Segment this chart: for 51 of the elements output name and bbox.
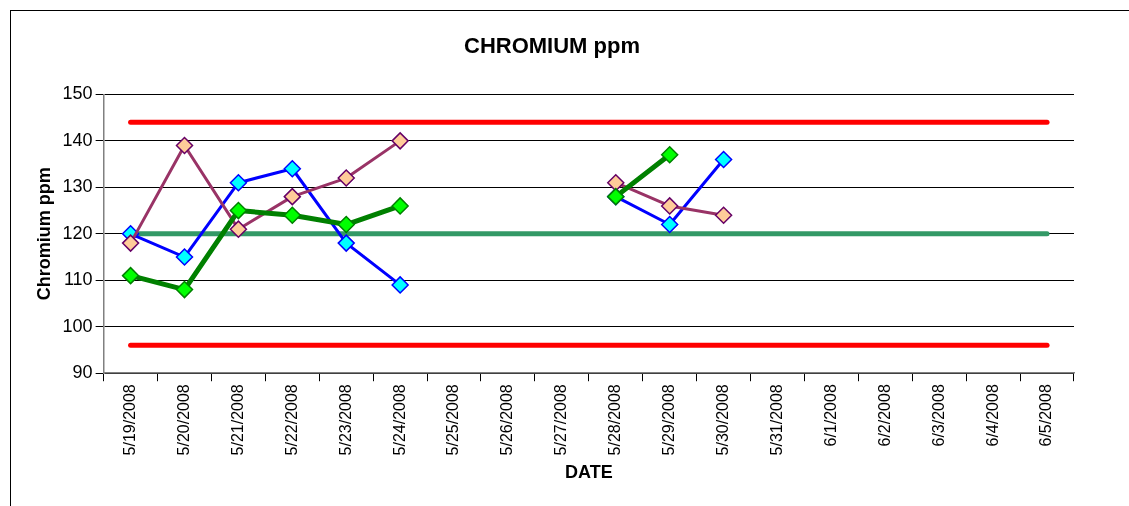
- point: [229, 173, 248, 192]
- x-tick-label: 5/31/2008: [767, 384, 785, 456]
- y-tick-label: 140: [62, 129, 93, 150]
- y-tick-label: 90: [72, 362, 93, 383]
- point: [607, 173, 625, 192]
- point: [337, 169, 355, 187]
- point: [660, 215, 679, 234]
- x-tick-label: 5/21/2008: [228, 384, 246, 456]
- x-tick-label: 6/4/2008: [983, 384, 1001, 447]
- x-tick-label: 5/27/2008: [552, 384, 570, 456]
- x-tick-label: 5/22/2008: [282, 384, 300, 456]
- point: [175, 136, 194, 155]
- point: [714, 150, 733, 169]
- point: [337, 215, 355, 234]
- point: [175, 280, 194, 299]
- x-tick-label: 5/25/2008: [444, 384, 462, 456]
- x-tick-label: 5/19/2008: [120, 384, 138, 456]
- point: [660, 146, 679, 164]
- point: [229, 220, 248, 238]
- point: [283, 187, 302, 206]
- point: [660, 197, 679, 215]
- y-tick-label: 110: [63, 269, 93, 290]
- x-tick-label: 5/28/2008: [606, 384, 624, 456]
- y-axis-title: Chromium ppm: [33, 167, 54, 301]
- point: [391, 132, 409, 150]
- x-tick-label: 6/3/2008: [929, 384, 947, 447]
- y-tick-label: 120: [62, 222, 93, 243]
- x-tick-label: 5/23/2008: [336, 384, 354, 456]
- x-tick-label: 6/2/2008: [875, 384, 893, 447]
- point: [229, 201, 248, 220]
- x-tick-label: 5/20/2008: [174, 384, 192, 456]
- point: [283, 206, 302, 224]
- x-axis-title: DATE: [564, 462, 613, 483]
- point: [283, 160, 302, 178]
- x-tick-label: 5/29/2008: [660, 384, 678, 456]
- y-tick-label: 150: [62, 83, 93, 104]
- x-tick-label: 6/1/2008: [821, 384, 839, 447]
- point: [121, 234, 140, 252]
- y-tick-label: 130: [62, 176, 93, 197]
- chart-title: CHROMIUM ppm: [464, 33, 640, 59]
- point: [121, 266, 140, 285]
- x-tick-label: 6/5/2008: [1037, 384, 1055, 447]
- point: [714, 206, 733, 224]
- x-tick-label: 5/30/2008: [714, 384, 731, 456]
- x-tick-label: 5/24/2008: [390, 384, 408, 456]
- y-tick-label: 100: [62, 315, 93, 336]
- point: [337, 234, 355, 252]
- point: [175, 248, 194, 266]
- x-tick-label: 5/26/2008: [498, 384, 516, 456]
- point: [391, 197, 409, 215]
- point: [391, 276, 409, 294]
